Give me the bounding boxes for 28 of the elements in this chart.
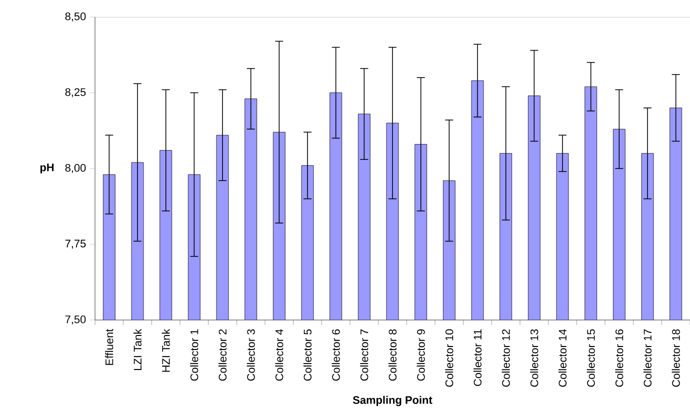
x-tick-label: HZI Tank	[162, 328, 170, 372]
x-tick-label: Collector 16	[615, 329, 624, 387]
x-tick-label: Collector 14	[558, 329, 567, 387]
y-axis-title: pH	[40, 164, 54, 174]
x-tick-label: Collector 17	[643, 329, 652, 387]
x-tick-label: Collector 11	[473, 329, 482, 386]
x-tick-label: Collector 10	[445, 329, 454, 387]
x-tick-label: Collector 6	[332, 329, 340, 381]
x-tick-label: Collector 2	[218, 329, 227, 381]
x-tick-label: Collector 7	[360, 329, 368, 381]
y-tick-label: 7,75	[65, 240, 86, 249]
y-tick-label: 7,50	[65, 315, 86, 325]
y-tick-label: 8,50	[65, 12, 86, 22]
x-tick-label: Collector 5	[303, 329, 312, 381]
x-tick-label: LZI Tank	[133, 328, 142, 370]
x-tick-label: Collector 13	[530, 329, 538, 387]
x-tick-label: Collector 15	[586, 329, 595, 387]
y-tick-label: 8,00	[65, 164, 86, 174]
x-tick-label: Collector 12	[502, 329, 510, 387]
x-tick-label: Collector 8	[388, 329, 397, 381]
x-axis-title: Sampling Point	[352, 396, 432, 406]
x-tick-label: Collector 3	[246, 329, 255, 381]
x-tick-label: Collector 4	[275, 329, 284, 381]
x-tick-label: Collector 18	[672, 329, 680, 387]
x-tick-label: Collector 9	[416, 329, 425, 381]
y-tick-label: 8,25	[65, 88, 86, 98]
x-tick-label: Collector 1	[190, 329, 198, 381]
x-tick-label: Effluent	[105, 328, 114, 365]
